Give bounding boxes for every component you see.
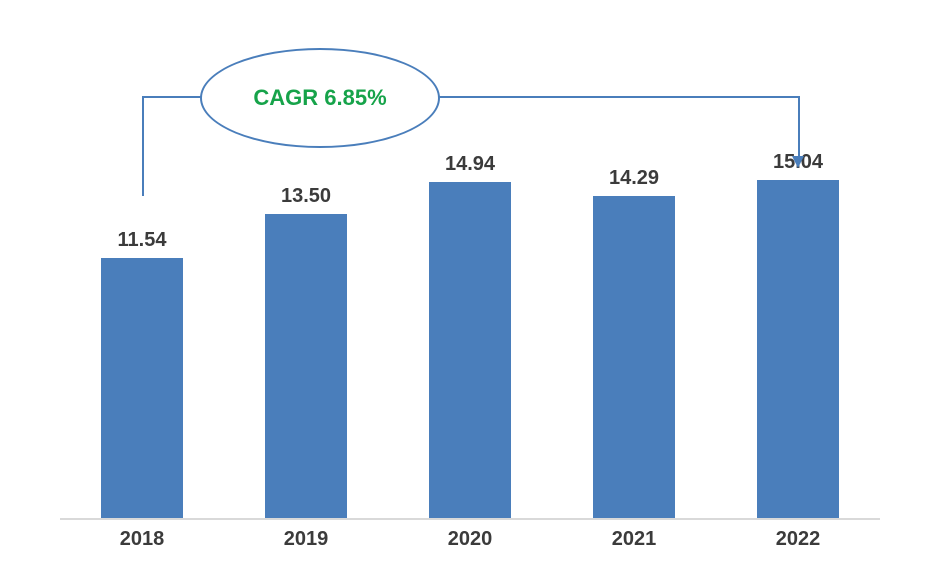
connector-left-vertical xyxy=(142,96,144,196)
connector-right-vertical xyxy=(798,96,800,158)
connector-right-horizontal xyxy=(438,96,800,98)
x-axis-labels: 2018 2019 2020 2021 2022 xyxy=(60,528,880,558)
bar-slot-0: 11.54 xyxy=(60,158,224,518)
bar-slot-1: 13.50 xyxy=(224,158,388,518)
chart-container: CAGR 6.85% 11.54 13.50 14.94 14.29 15.04… xyxy=(60,40,880,560)
x-label-0: 2018 xyxy=(60,528,224,551)
bar-value-2: 14.94 xyxy=(445,153,495,176)
x-label-1: 2019 xyxy=(224,528,388,551)
x-label-2: 2020 xyxy=(388,528,552,551)
plot-area: 11.54 13.50 14.94 14.29 15.04 xyxy=(60,160,880,520)
bar-value-1: 13.50 xyxy=(281,185,331,208)
cagr-text: CAGR 6.85% xyxy=(253,85,386,111)
bar-3 xyxy=(593,196,675,518)
bar-slot-3: 14.29 xyxy=(552,158,716,518)
bar-4 xyxy=(757,180,839,518)
bar-2 xyxy=(429,182,511,518)
bar-value-3: 14.29 xyxy=(609,167,659,190)
bar-1 xyxy=(265,214,347,518)
bar-0 xyxy=(101,258,183,518)
connector-left-horizontal xyxy=(142,96,202,98)
x-label-4: 2022 xyxy=(716,528,880,551)
x-label-3: 2021 xyxy=(552,528,716,551)
bar-slot-2: 14.94 xyxy=(388,158,552,518)
bar-slot-4: 15.04 xyxy=(716,158,880,518)
bar-value-0: 11.54 xyxy=(118,229,167,252)
cagr-callout: CAGR 6.85% xyxy=(200,48,440,148)
connector-arrow-head xyxy=(792,156,804,168)
